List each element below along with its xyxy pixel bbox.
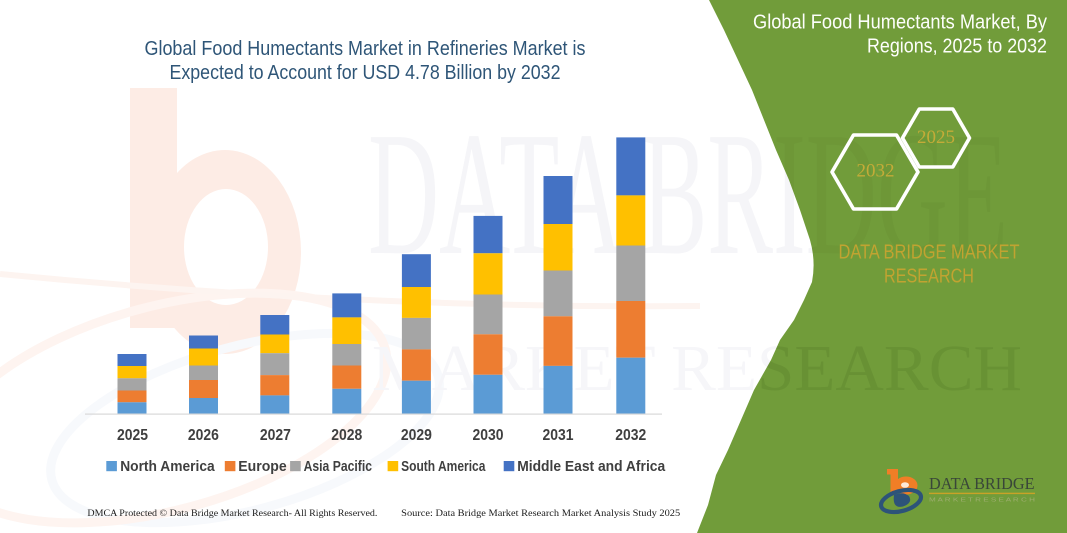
svg-text:Regions, 2025 to 2032: Regions, 2025 to 2032: [867, 35, 1047, 58]
svg-text:2025: 2025: [917, 127, 955, 148]
svg-text:Global Food Humectants Market,: Global Food Humectants Market, By: [753, 11, 1048, 34]
svg-text:Source: Data Bridge Market Res: Source: Data Bridge Market Research Mark…: [401, 508, 680, 519]
svg-text:2028: 2028: [331, 427, 362, 444]
svg-text:M A R K E T R E S E A R C H: M A R K E T R E S E A R C H: [929, 498, 1035, 504]
svg-text:Expected to Account for USD 4.: Expected to Account for USD 4.78 Billion…: [170, 61, 561, 84]
svg-text:2025: 2025: [117, 427, 148, 444]
svg-text:2032: 2032: [615, 427, 646, 444]
svg-text:Middle East and Africa: Middle East and Africa: [517, 459, 666, 475]
svg-text:Asia Pacific: Asia Pacific: [304, 459, 372, 475]
svg-text:DATA BRIDGE MARKET: DATA BRIDGE MARKET: [839, 242, 1020, 264]
svg-text:North America: North America: [120, 459, 215, 475]
svg-text:DMCA Protected © Data Bridge M: DMCA Protected © Data Bridge Market Rese…: [87, 508, 377, 519]
svg-text:2030: 2030: [473, 427, 504, 444]
svg-text:South America: South America: [401, 459, 486, 475]
svg-text:Europe: Europe: [238, 459, 286, 475]
svg-text:2026: 2026: [188, 427, 219, 444]
svg-text:2027: 2027: [260, 427, 291, 444]
svg-text:2029: 2029: [401, 427, 432, 444]
svg-text:RESEARCH: RESEARCH: [884, 266, 974, 288]
svg-text:2032: 2032: [857, 161, 895, 182]
svg-text:2031: 2031: [543, 427, 574, 444]
svg-text:DATA BRIDGE: DATA BRIDGE: [929, 474, 1035, 493]
svg-text:Global Food Humectants Market: Global Food Humectants Market in Refiner…: [145, 37, 586, 60]
